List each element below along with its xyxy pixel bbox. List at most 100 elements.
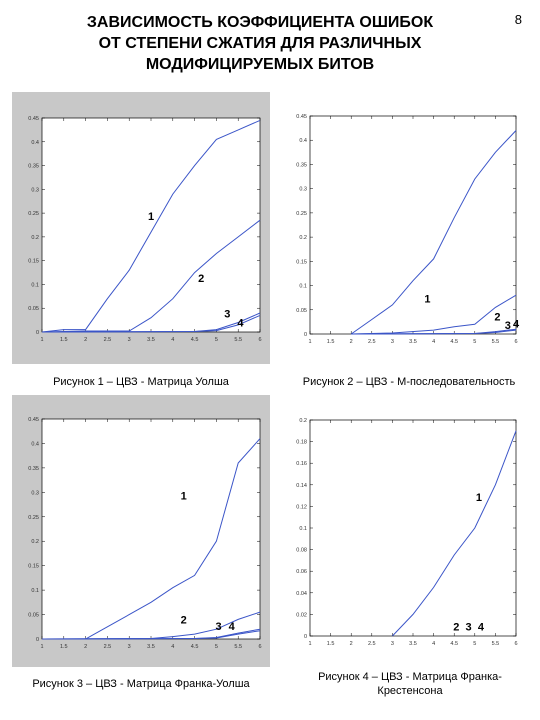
x-tick-label: 3.5 [147,337,155,343]
x-tick-label: 2 [84,337,87,343]
y-tick-label: 0.04 [296,591,307,597]
y-tick-label: 0.05 [28,613,39,619]
y-tick-label: 0.45 [28,417,39,423]
y-tick-label: 0.2 [31,235,39,241]
title-line-3: МОДИФИЦИРУЕМЫХ БИТОВ [145,56,375,73]
x-tick-label: 3.5 [147,644,155,650]
x-tick-label: 6 [514,641,517,647]
x-tick-label: 5.5 [234,644,242,650]
page-number: 8 [514,12,522,27]
x-tick-label: 5 [215,337,218,343]
plot-area [309,115,517,335]
curve-label-3: 3 [505,320,511,332]
y-tick-label: 0.25 [28,211,39,217]
y-tick-label: 0.2 [299,235,307,241]
x-tick-label: 4 [171,644,174,650]
curve-label-4: 4 [229,621,236,633]
x-tick-label: 5.5 [234,337,242,343]
curve-label-2: 2 [198,273,204,285]
x-tick-label: 5.5 [492,641,500,647]
y-tick-label: 0.2 [299,418,307,424]
curve-label-4: 4 [513,319,520,331]
x-tick-label: 6 [258,644,261,650]
figure-3: 0 0.05 0.1 0.15 0.2 0.25 0.3 0.35 0.4 0.45 1 1.5 2 2.… [12,395,270,667]
x-tick-label: 4 [432,339,435,345]
curve-label-2: 2 [494,311,500,323]
y-tick-label: 0.35 [296,162,307,168]
figure-1-caption: Рисунок 1 – ЦВЗ - Матрица Уолша [53,376,229,388]
x-tick-label: 2 [84,644,87,650]
curve-label-4: 4 [237,317,244,329]
curve-label-3: 3 [216,621,222,633]
x-tick-label: 4.5 [191,644,199,650]
series-line-1 [350,130,517,335]
plot-area [309,419,517,637]
series-line-2 [351,294,517,335]
curve-label-2: 2 [181,614,187,626]
x-tick-label: 6 [514,339,517,345]
figure-1: 0 0.05 0.1 0.15 0.2 0.25 0.3 0.35 0.4 0.45 1 1.5 2 2.… [12,92,270,364]
y-tick-label: 0.1 [31,282,39,288]
figure-4-caption-line-1: Рисунок 4 – ЦВЗ - Матрица Франка- [318,671,502,683]
y-tick-label: 0.06 [296,569,307,575]
y-tick-label: 0.08 [296,548,307,554]
plot-area [41,418,261,640]
x-tick-label: 1.5 [327,641,335,647]
x-tick-label: 1 [40,644,43,650]
y-tick-label: 0.15 [28,259,39,265]
figure-4-caption: Рисунок 4 – ЦВЗ - Матрица Франка- Кресте… [280,670,540,698]
curve-label-3: 3 [466,622,472,634]
series-line-4 [41,314,261,333]
y-tick-label: 0.15 [296,259,307,265]
curve-label-4: 4 [478,622,485,634]
x-tick-label: 4.5 [191,337,199,343]
x-tick-label: 1 [40,337,43,343]
x-tick-label: 1 [308,339,311,345]
chart-1: 0 0.05 0.1 0.15 0.2 0.25 0.3 0.35 0.4 0.45 1 1.5 2 2.… [12,92,270,364]
curve-label-3: 3 [224,309,230,321]
figure-2-caption: Рисунок 2 – ЦВЗ - М-последовательность [302,376,516,388]
figure-4: 0 0.02 0.04 0.06 0.08 0.1 0.12 0.14 0.16 0.18 0.2 1… [280,400,530,670]
y-tick-label: 0.3 [31,187,39,193]
y-tick-label: 0 [36,637,39,643]
chart-3: 0 0.05 0.1 0.15 0.2 0.25 0.3 0.35 0.4 0.45 1 1.5 2 2.… [12,395,270,667]
curve-label-1: 1 [424,294,430,306]
x-tick-label: 5 [473,339,476,345]
y-tick-label: 0.05 [296,308,307,314]
curve-label-2: 2 [453,622,459,634]
y-tick-label: 0 [304,634,307,640]
y-tick-label: 0 [304,332,307,338]
series-line-4 [41,630,261,640]
y-tick-label: 0.05 [28,306,39,312]
x-tick-label: 5.5 [492,339,500,345]
series-line-2 [41,219,261,333]
series-line-1 [392,430,517,637]
x-tick-label: 2 [350,641,353,647]
y-tick-label: 0.14 [296,483,307,489]
x-tick-label: 2 [350,339,353,345]
page-title: ЗАВИСИМОСТЬ КОЭФФИЦИЕНТА ОШИБОК ОТ СТЕПЕ… [40,12,480,75]
x-tick-label: 1 [308,641,311,647]
figure-3-caption: Рисунок 3 – ЦВЗ - Матрица Франка-Уолша [32,678,250,690]
y-tick-label: 0 [36,330,39,336]
y-tick-label: 0.1 [299,284,307,290]
figure-2: 0 0.05 0.1 0.15 0.2 0.25 0.3 0.35 0.4 0.45 1 1.5 2 2.… [280,92,530,362]
y-tick-label: 0.2 [31,539,39,545]
figure-4-caption-line-2: Крестенсона [377,685,443,697]
x-tick-label: 4.5 [450,339,458,345]
x-tick-label: 1.5 [60,644,68,650]
curve-label-1: 1 [476,492,482,504]
chart-4: 0 0.02 0.04 0.06 0.08 0.1 0.12 0.14 0.16 0.18 0.2 1… [296,418,517,647]
y-tick-label: 0.3 [299,187,307,193]
y-tick-label: 0.1 [31,588,39,594]
y-tick-label: 0.3 [31,490,39,496]
x-tick-label: 5 [215,644,218,650]
x-tick-label: 2.5 [368,339,376,345]
y-tick-label: 0.16 [296,461,307,467]
x-tick-label: 3 [128,644,131,650]
x-tick-label: 1.5 [327,339,335,345]
series-line-1 [42,438,261,640]
y-tick-label: 0.18 [296,440,307,446]
y-tick-label: 0.25 [296,211,307,217]
y-tick-label: 0.35 [28,466,39,472]
